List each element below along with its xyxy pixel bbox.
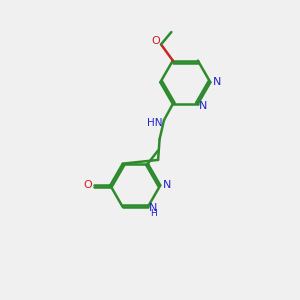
Text: N: N	[213, 77, 221, 87]
Text: N: N	[199, 101, 207, 111]
Text: HN: HN	[147, 118, 163, 128]
Text: O: O	[152, 36, 160, 46]
Text: H: H	[150, 209, 157, 218]
Text: N: N	[149, 203, 157, 214]
Text: N: N	[163, 180, 171, 190]
Text: O: O	[84, 180, 92, 190]
